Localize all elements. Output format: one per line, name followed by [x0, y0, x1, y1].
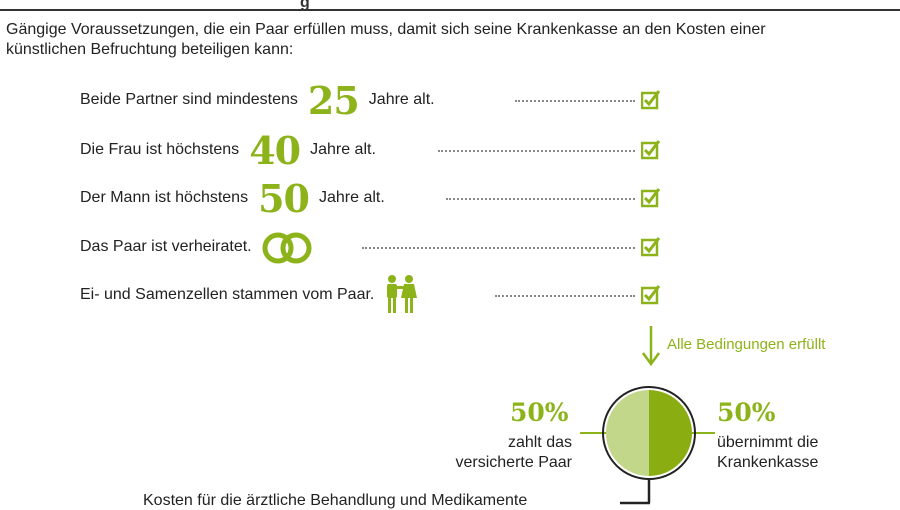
condition-row: Die Frau ist höchstens 40 Jahre alt. [80, 127, 376, 173]
condition-text: Ei- und Samenzellen stammen vom Paar. [80, 286, 375, 303]
condition-text-after: Jahre alt. [318, 189, 385, 206]
checkbox-checked-icon [641, 237, 661, 257]
condition-text: Der Mann ist höchstens [80, 189, 249, 206]
dotted-leader [446, 198, 635, 200]
condition-text: Beide Partner sind mindestens [80, 91, 298, 108]
condition-row: Der Mann ist höchstens 50 Jahre alt. [80, 175, 385, 221]
title-fragment: g [300, 0, 310, 11]
condition-text: Die Frau ist höchstens [80, 141, 240, 158]
top-rule [0, 9, 900, 11]
condition-text: Das Paar ist verheiratet. [80, 238, 252, 255]
condition-number: 50 [258, 175, 310, 221]
pie-chart [580, 386, 715, 505]
condition-row: Beide Partner sind mindestens 25 Jahre alt… [80, 77, 435, 123]
couple-icon [387, 275, 418, 313]
condition-number: 25 [307, 77, 360, 123]
pie-slice-paar [606, 390, 649, 476]
dotted-leader [362, 247, 635, 249]
pie-slice-krankenkasse [649, 390, 692, 476]
result-label: Alle Bedingungen erfüllt [667, 336, 826, 353]
right-percent: 50% [717, 398, 776, 427]
wedding-rings-icon [262, 232, 312, 264]
condition-text-after: Jahre alt. [368, 91, 435, 108]
condition-row: Das Paar ist verheiratet. [80, 227, 318, 267]
condition-number: 40 [249, 127, 301, 173]
checkbox-checked-icon [641, 188, 661, 208]
right-label-line: übernimmt die [717, 434, 819, 451]
left-percent: 50% [510, 398, 569, 427]
right-label: übernimmt die Krankenkasse [717, 433, 818, 473]
checkbox-checked-icon [641, 90, 661, 110]
dotted-leader [495, 295, 635, 297]
condition-text-after: Jahre alt. [310, 141, 376, 158]
right-label-line: Krankenkasse [717, 454, 819, 471]
checkbox-checked-icon [641, 140, 661, 160]
intro-text: Gängige Voraussetzungen, die ein Paar er… [6, 21, 766, 58]
checkbox-checked-icon [641, 285, 661, 305]
left-label-line: zahlt das [507, 434, 572, 451]
dotted-leader [438, 150, 635, 152]
arrow-down-icon [641, 326, 661, 367]
left-label-line: versicherte Paar [455, 454, 573, 471]
left-label: zahlt das versicherte Paar [456, 433, 573, 473]
condition-row: Ei- und Samenzellen stammen vom Paar. [80, 275, 422, 315]
dotted-leader [515, 100, 635, 102]
chart-title: Kosten für die ärztliche Behandlung und … [143, 492, 528, 509]
